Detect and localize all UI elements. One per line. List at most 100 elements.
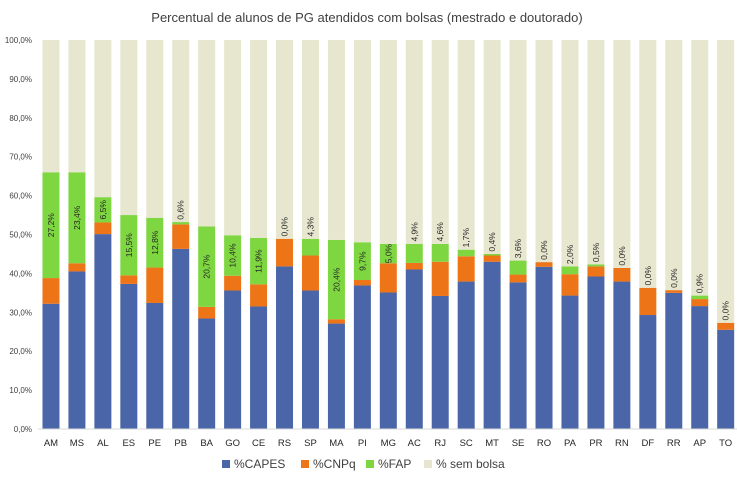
data-label-fap: 15,5% (124, 233, 134, 258)
data-label-fap: 0,6% (176, 200, 186, 220)
bar-segment-sembolsa (327, 40, 345, 240)
x-tick-label: PB (174, 438, 187, 449)
bar-stack-ce: 11,9% (250, 40, 268, 429)
bar-segment-fap (68, 172, 86, 264)
y-tick-label: 0,0% (14, 425, 32, 434)
bar-segment-fap (691, 295, 709, 300)
legend-item: %CNPq (301, 457, 356, 471)
bar-segment-capes (379, 292, 397, 429)
bar-segment-cnpq (146, 267, 164, 303)
bar-stack-pi: 9,7% (353, 40, 371, 429)
data-label-fap: 9,7% (357, 251, 367, 271)
bar-segment-cnpq (42, 278, 60, 304)
bar-stack-rs: 0,0% (276, 40, 294, 429)
x-tick-label: SC (460, 438, 473, 449)
bar-segment-cnpq (561, 274, 579, 296)
x-axis: AM MS AL ES PE PB BA GO CE RS SP MA PI MG AC RJ SC MT SE RO… (38, 428, 737, 449)
bar-segment-capes (42, 303, 60, 429)
data-label-fap: 4,6% (435, 222, 445, 242)
bar-segment-fap (224, 235, 242, 276)
bar-stack-sp: 4,3% (301, 40, 319, 429)
data-label-fap: 23,4% (72, 205, 82, 230)
bar-segment-sembolsa (587, 40, 605, 265)
y-tick-label: 50,0% (9, 231, 32, 240)
data-label-fap: 0,0% (669, 268, 679, 288)
data-label-fap: 4,3% (305, 217, 315, 237)
data-label-fap: 27,2% (46, 213, 56, 238)
x-tick-label: SE (512, 438, 525, 449)
x-tick-label: SP (304, 438, 317, 449)
bar-segment-sembolsa (198, 40, 216, 227)
bar-segment-capes (224, 290, 242, 429)
bar-segment-sembolsa (561, 40, 579, 267)
bar-segment-cnpq (535, 262, 553, 267)
bar-segment-sembolsa (120, 40, 138, 216)
bar-segment-cnpq (665, 290, 683, 293)
x-tick-label: PR (589, 438, 602, 449)
x-tick-label: GO (225, 438, 240, 449)
bar-stack-mt: 0,4% (483, 40, 501, 429)
legend-swatch (222, 460, 230, 468)
y-tick-label: 100,0% (5, 36, 32, 45)
bar-segment-fap (172, 222, 190, 225)
bar-segment-sembolsa (665, 40, 683, 291)
bar-segment-cnpq (353, 280, 371, 286)
x-tick-label: MS (70, 438, 84, 449)
bar-stack-rj: 4,6% (431, 40, 449, 429)
bar-segment-sembolsa (457, 40, 475, 250)
bar-segment-capes (250, 306, 268, 429)
bar-segment-sembolsa (613, 40, 631, 268)
bar-segment-fap (120, 215, 138, 276)
bar-segment-capes (276, 266, 294, 429)
data-label-fap: 0,9% (695, 273, 705, 293)
bar-segment-capes (405, 269, 423, 429)
bar-segment-sembolsa (639, 40, 657, 288)
bar-stack-mg: 5,0% (379, 40, 397, 429)
bar-segment-capes (327, 323, 345, 429)
bar-segment-capes (146, 302, 164, 429)
bar-segment-fap (509, 260, 527, 275)
bar-segment-cnpq (405, 262, 423, 270)
bar-segment-cnpq (613, 267, 631, 282)
bar-stack-to: 0,0% (717, 40, 735, 429)
legend-label: % sem bolsa (436, 457, 505, 471)
bar-segment-sembolsa (224, 40, 242, 236)
bar-stack-pb: 0,6% (172, 40, 190, 429)
data-label-fap: 0,0% (643, 266, 653, 286)
bar-segment-capes (353, 285, 371, 429)
bar-segment-capes (120, 283, 138, 429)
bar-stack-go: 10,4% (224, 40, 242, 429)
bar-segment-capes (457, 281, 475, 429)
bar-segment-sembolsa (301, 40, 319, 239)
bar-stack-pr: 0,5% (587, 40, 605, 429)
bar-segment-cnpq (457, 256, 475, 282)
data-label-fap: 3,6% (513, 238, 523, 258)
bar-stack-es: 15,5% (120, 40, 138, 429)
data-label-fap: 0,5% (591, 242, 601, 262)
data-label-fap: 5,0% (383, 243, 393, 263)
bar-stack-ro: 0,0% (535, 40, 553, 429)
bar-segment-capes (613, 281, 631, 429)
bar-segment-capes (639, 315, 657, 429)
bar-segment-cnpq (301, 255, 319, 291)
legend-swatch (424, 460, 432, 468)
bar-segment-sembolsa (535, 40, 553, 263)
bar-segment-cnpq (379, 263, 397, 293)
bar-segment-fap (353, 242, 371, 281)
y-tick-label: 10,0% (9, 386, 32, 395)
bar-segment-capes (68, 271, 86, 429)
y-tick-label: 40,0% (9, 269, 32, 278)
bar-stack-am: 27,2% (42, 40, 60, 429)
data-label-fap: 1,7% (461, 228, 471, 248)
bar-segment-capes (535, 266, 553, 429)
x-tick-label: TO (719, 438, 732, 449)
bar-segment-capes (691, 306, 709, 429)
bar-segment-fap (405, 243, 423, 263)
bar-segment-fap (301, 238, 319, 256)
bar-segment-capes (172, 248, 190, 429)
data-label-fap: 2,0% (565, 244, 575, 264)
x-tick-label: AP (693, 438, 706, 449)
x-tick-label: BA (200, 438, 213, 449)
x-tick-label: RO (537, 438, 551, 449)
bar-segment-sembolsa (431, 40, 449, 244)
